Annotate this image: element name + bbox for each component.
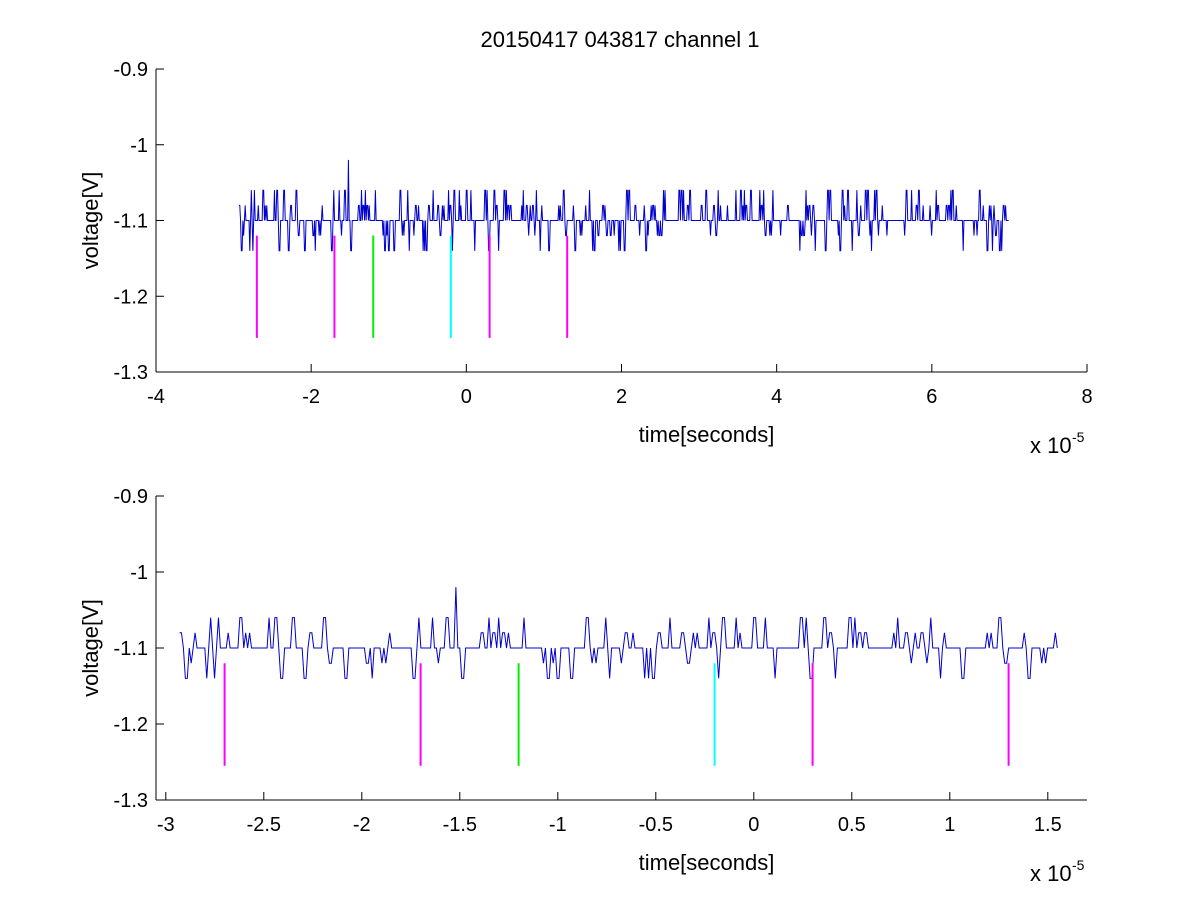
top-tick-labels: -4 -2 0 2 4 6 8 -1.3 -1.2 -1.1 -1 -0.9 [114,59,1093,408]
y-tick-label: -1 [130,562,148,584]
x-tick-label: 6 [926,386,937,408]
bottom-axes [155,495,1087,801]
bottom-plot-panel: -3 -2.5 -2 -1.5 -1 -0.5 0 0.5 1 1.5 -1.3 -1.2 -1.1 -1… [78,486,1087,886]
top-x-multiplier-exponent: -5 [1072,429,1085,445]
x-tick-label: 1.5 [1034,814,1062,836]
x-tick-label: 0.5 [838,814,866,836]
y-tick-label: -1.2 [114,714,148,736]
x-tick-label: -1.5 [443,814,477,836]
bottom-y-axis-label: voltage[V] [78,599,103,697]
y-tick-label: -1.3 [114,362,148,384]
figure-title: 20150417 043817 channel 1 [481,27,760,52]
top-y-axis-label: voltage[V] [78,172,103,270]
y-tick-label: -0.9 [114,59,148,81]
y-tick-label: -1.1 [114,638,148,660]
bottom-x-multiplier-label: x 10 [1030,861,1072,886]
x-tick-label: 2 [616,386,627,408]
y-tick-label: -1 [130,135,148,157]
x-tick-label: 8 [1081,386,1092,408]
y-tick-label: -1.2 [114,286,148,308]
top-plot-panel: -4 -2 0 2 4 6 8 -1.3 -1.2 -1.1 -1 -0.9 time[seconds… [78,59,1093,458]
top-event-markers [255,235,569,338]
x-tick-label: -0.5 [639,814,673,836]
y-tick-label: -1.1 [114,211,148,233]
top-x-multiplier-label: x 10 [1030,433,1072,458]
x-tick-label: -4 [147,386,165,408]
bottom-x-axis-label: time[seconds] [639,850,775,875]
top-signal-trace [239,159,1009,252]
y-tick-label: -0.9 [114,486,148,508]
signal-line [239,159,1009,252]
y-tick-label: -1.3 [114,790,148,812]
x-tick-label: -2 [302,386,320,408]
x-tick-label: 0 [748,814,759,836]
x-tick-label: 1 [944,814,955,836]
x-tick-label: -2.5 [247,814,281,836]
top-x-axis-label: time[seconds] [639,422,775,447]
x-tick-label: 4 [771,386,782,408]
x-tick-label: -3 [157,814,175,836]
signal-line [179,587,1058,679]
x-tick-label: -1 [549,814,567,836]
bottom-signal-trace [179,587,1058,679]
top-axes [155,68,1088,373]
x-tick-label: -2 [353,814,371,836]
x-tick-label: 0 [461,386,472,408]
bottom-x-multiplier-exponent: -5 [1072,857,1085,873]
bottom-event-markers [223,663,1010,766]
bottom-tick-labels: -3 -2.5 -2 -1.5 -1 -0.5 0 0.5 1 1.5 -1.3 -1.2 -1.1 -1… [114,486,1062,836]
